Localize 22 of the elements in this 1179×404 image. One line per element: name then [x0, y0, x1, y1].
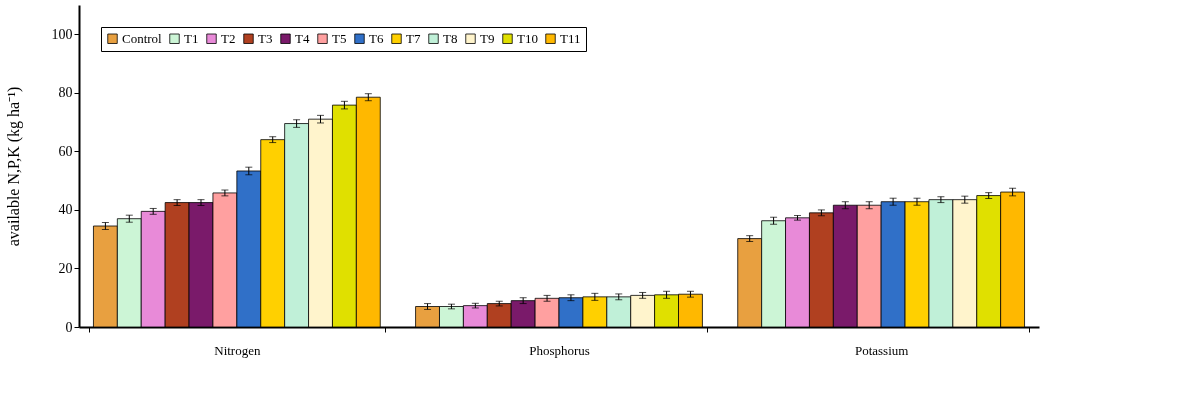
- y-tick-label: 100: [51, 26, 73, 42]
- legend-label: T4: [295, 30, 310, 46]
- legend-label: T9: [480, 30, 495, 46]
- x-tick-label: Phosphorus: [529, 342, 590, 358]
- y-tick-label: 0: [65, 319, 73, 335]
- legend-label: T1: [184, 30, 199, 46]
- legend-label: T6: [369, 30, 384, 46]
- legend-label: T2: [221, 30, 236, 46]
- legend-label: T10: [517, 30, 538, 46]
- x-tick-label: Nitrogen: [214, 342, 261, 358]
- legend-label: T8: [443, 30, 458, 46]
- legend-label: T5: [332, 30, 347, 46]
- y-tick-label: 20: [58, 260, 73, 276]
- x-tick-label: Potassium: [854, 342, 909, 358]
- y-tick-label: 40: [58, 202, 73, 218]
- y-axis-title: available N,P,K (kg ha⁻¹): [4, 86, 23, 247]
- legend-label: T11: [560, 30, 581, 46]
- y-tick-label: 60: [58, 143, 73, 159]
- legend-label: T3: [258, 30, 273, 46]
- legend-label: Control: [122, 30, 163, 46]
- y-tick-label: 80: [58, 85, 73, 101]
- legend-label: T7: [406, 30, 421, 46]
